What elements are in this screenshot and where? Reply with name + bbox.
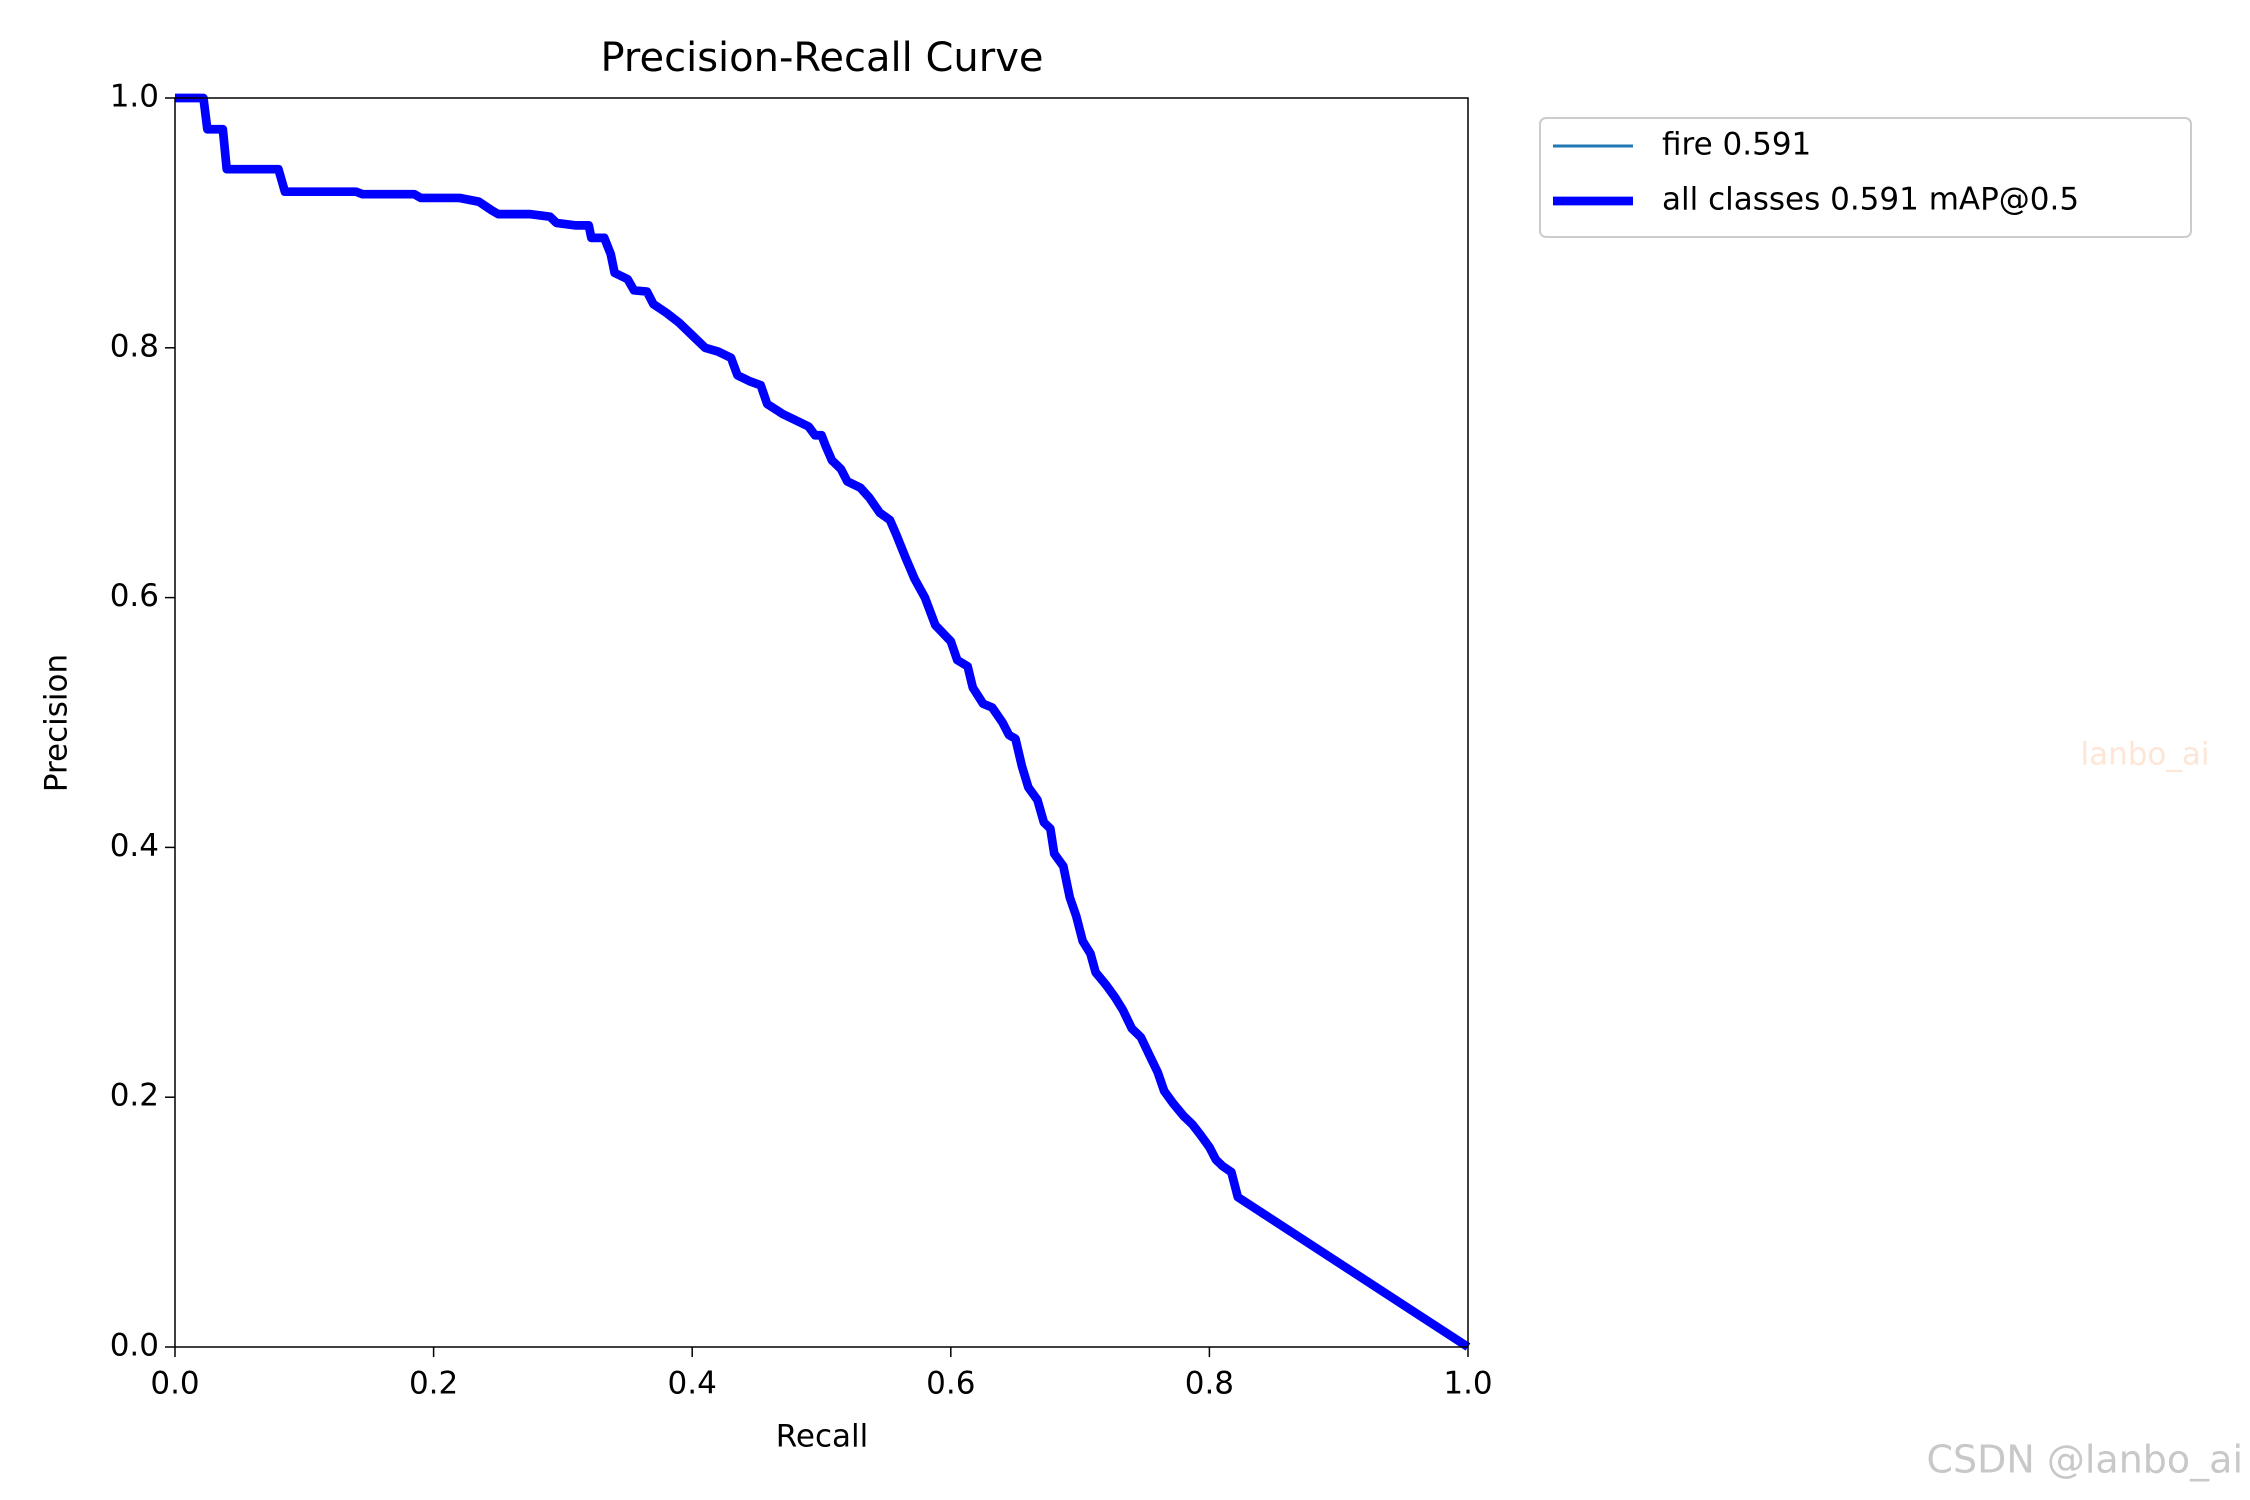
y-tick-label: 0.0 [110, 1328, 159, 1364]
legend-label: all classes 0.591 mAP@0.5 [1662, 182, 2079, 218]
x-tick-label: 0.0 [150, 1366, 199, 1402]
chart-title: Precision-Recall Curve [601, 35, 1044, 81]
y-tick-label: 0.6 [110, 578, 159, 614]
y-tick-label: 0.4 [110, 828, 159, 864]
x-axis-label: Recall [776, 1419, 869, 1455]
pr-curve [175, 93, 1471, 1351]
watermark: lanbo_ai [2080, 737, 2209, 773]
legend-box [1539, 117, 2192, 238]
watermark: CSDN @lanbo_ai [1926, 1438, 2243, 1482]
y-tick-label: 1.0 [110, 79, 159, 115]
y-tick-label: 0.2 [110, 1078, 159, 1114]
x-tick-label: 0.4 [668, 1366, 717, 1402]
y-tick-label: 0.8 [110, 328, 159, 364]
legend-label: fire 0.591 [1662, 127, 1811, 163]
x-tick-label: 1.0 [1443, 1366, 1492, 1402]
plot-frame [174, 97, 1469, 1348]
pr-curve [175, 96, 1469, 1349]
x-tick-label: 0.8 [1185, 1366, 1234, 1402]
x-tick-label: 0.2 [409, 1366, 458, 1402]
y-axis-label: Precision [39, 654, 75, 792]
x-tick-label: 0.6 [926, 1366, 975, 1402]
